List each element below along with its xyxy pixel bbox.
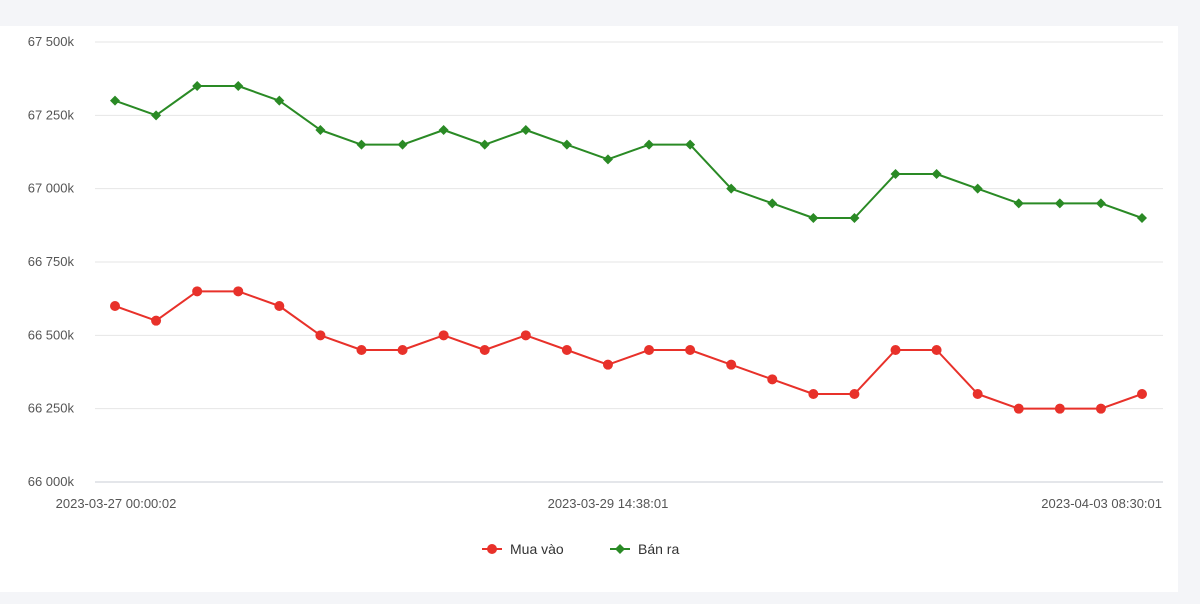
y-tick-label: 67 250k	[28, 107, 75, 122]
data-point[interactable]	[890, 169, 901, 179]
data-point[interactable]	[561, 345, 572, 355]
data-point[interactable]	[315, 330, 326, 341]
data-point[interactable]	[685, 139, 696, 150]
data-point[interactable]	[685, 345, 696, 355]
data-point[interactable]	[890, 345, 901, 355]
data-point[interactable]	[315, 125, 326, 135]
x-tick-label: 2023-03-27 00:00:02	[56, 496, 177, 511]
data-point[interactable]	[110, 95, 120, 106]
legend-label: Bán ra	[638, 541, 679, 557]
y-tick-label: 66 750k	[28, 254, 75, 269]
data-point[interactable]	[808, 389, 819, 399]
data-point[interactable]	[726, 183, 737, 194]
data-point[interactable]	[931, 345, 942, 355]
data-point[interactable]	[151, 315, 162, 326]
data-point[interactable]	[1054, 198, 1065, 209]
data-point[interactable]	[1013, 198, 1024, 209]
data-point[interactable]	[397, 345, 408, 355]
legend-item-1[interactable]: Bán ra	[610, 541, 679, 557]
legend-marker	[615, 544, 625, 554]
data-point[interactable]	[767, 198, 778, 209]
data-point[interactable]	[438, 125, 449, 135]
y-tick-label: 66 000k	[28, 474, 75, 489]
grid-lines	[95, 41, 1163, 483]
data-point[interactable]	[233, 81, 244, 91]
y-axis-ticks: 67 500k 67 250k 67 000k 66 750k 66 500k 66 25…	[28, 34, 75, 489]
series-lines	[114, 85, 1143, 410]
data-point[interactable]	[972, 389, 983, 399]
data-point[interactable]	[356, 345, 367, 355]
data-point[interactable]	[808, 213, 819, 223]
data-point[interactable]	[520, 330, 531, 341]
legend-marker	[487, 544, 497, 554]
data-point[interactable]	[479, 139, 490, 150]
data-point[interactable]	[644, 139, 655, 150]
legend: Mua vào Bán ra	[482, 541, 679, 557]
data-point[interactable]	[931, 169, 942, 179]
data-point[interactable]	[479, 345, 490, 355]
data-point[interactable]	[767, 374, 778, 385]
series-markers	[110, 81, 1147, 414]
data-point[interactable]	[849, 213, 860, 223]
data-point[interactable]	[561, 139, 572, 150]
y-tick-label: 66 500k	[28, 327, 75, 342]
data-point[interactable]	[644, 345, 655, 355]
data-point[interactable]	[849, 389, 860, 399]
data-point[interactable]	[274, 95, 285, 106]
data-point[interactable]	[192, 81, 203, 91]
series-line-1	[114, 85, 1143, 219]
data-point[interactable]	[1054, 403, 1065, 414]
data-point[interactable]	[151, 110, 162, 121]
legend-item-0[interactable]: Mua vào	[482, 541, 564, 557]
data-point[interactable]	[726, 359, 737, 370]
data-point[interactable]	[192, 286, 203, 297]
chart-panel	[0, 26, 1178, 592]
data-point[interactable]	[1013, 403, 1024, 414]
data-point[interactable]	[356, 139, 367, 150]
legend-label: Mua vào	[510, 541, 564, 557]
y-tick-label: 67 500k	[28, 34, 75, 49]
data-point[interactable]	[233, 286, 244, 297]
y-tick-label: 66 250k	[28, 401, 75, 416]
x-axis-ticks: 2023-03-27 00:00:02 2023-03-29 14:38:01 20…	[56, 496, 1162, 511]
y-tick-label: 67 000k	[28, 181, 75, 196]
data-point[interactable]	[438, 330, 449, 341]
data-point[interactable]	[972, 183, 983, 194]
data-point[interactable]	[1095, 198, 1106, 209]
data-point[interactable]	[1095, 403, 1106, 414]
x-tick-label: 2023-03-29 14:38:01	[548, 496, 669, 511]
data-point[interactable]	[520, 125, 531, 135]
data-point[interactable]	[602, 154, 613, 165]
series-line-0	[114, 290, 1143, 410]
data-point[interactable]	[1137, 213, 1147, 223]
data-point[interactable]	[110, 301, 120, 311]
data-point[interactable]	[602, 359, 613, 370]
data-point[interactable]	[397, 139, 408, 150]
x-tick-label: 2023-04-03 08:30:01	[1041, 496, 1162, 511]
data-point[interactable]	[274, 301, 285, 311]
data-point[interactable]	[1137, 389, 1147, 399]
